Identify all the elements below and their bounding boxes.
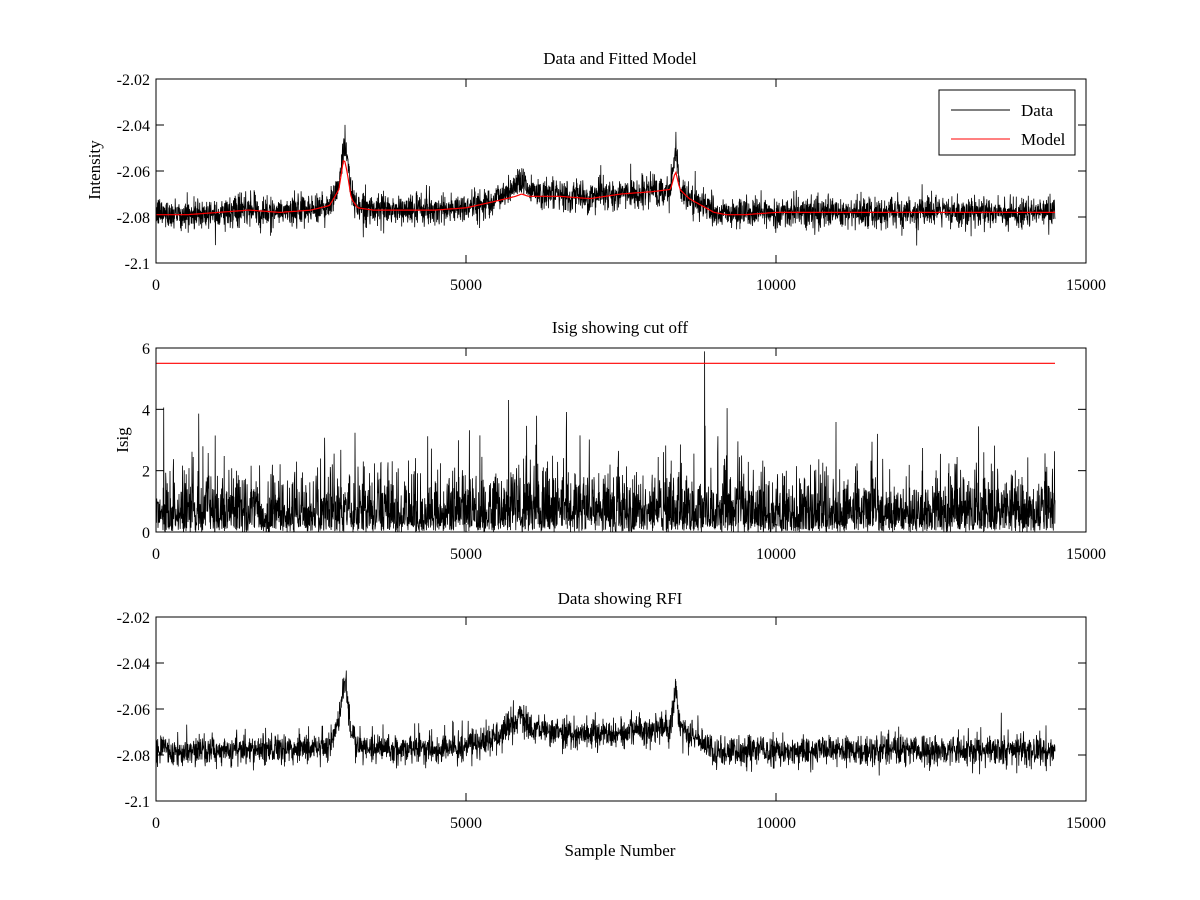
series-line-0 xyxy=(156,124,1056,246)
x-tick-label: 5000 xyxy=(450,546,482,563)
x-tick-label: 15000 xyxy=(1066,815,1106,832)
x-axis-label: Sample Number xyxy=(565,841,676,860)
y-tick-label: -2.02 xyxy=(117,72,150,89)
x-tick-label: 5000 xyxy=(450,815,482,832)
y-tick-label: -2.04 xyxy=(117,118,150,135)
series-group xyxy=(156,670,1056,776)
series-line-0 xyxy=(156,670,1056,776)
plot-area: 0 5000 10000 15000 -2.1 -2.08 -2.06 -2.04 -2.02 xyxy=(117,72,1106,294)
legend-entry-data: Data xyxy=(1021,101,1054,120)
series-group xyxy=(156,351,1056,532)
y-tick-label: 6 xyxy=(142,341,150,358)
axes-box xyxy=(155,347,1087,533)
x-tick-label: 0 xyxy=(152,546,160,563)
y-tick-label: 2 xyxy=(142,464,150,481)
x-tick-label: 0 xyxy=(152,277,160,294)
plot-area: 0 5000 10000 15000 0 2 4 6 xyxy=(142,341,1106,563)
x-tick-label: 10000 xyxy=(756,277,796,294)
legend-entry-model: Model xyxy=(1021,130,1066,149)
y-tick-label: -2.06 xyxy=(117,164,150,181)
panel-title: Data showing RFI xyxy=(558,589,683,608)
y-axis-label: Isig xyxy=(113,427,132,453)
panel-isig-showing-cut-off: Isig showing cut off Isig 0 5000 10000 1500… xyxy=(113,318,1106,563)
x-tick-label: 5000 xyxy=(450,277,482,294)
panel-title: Data and Fitted Model xyxy=(543,49,697,68)
plot-area: 0 5000 10000 15000 -2.1 -2.08 -2.06 -2.04 -2.02 xyxy=(117,610,1106,832)
x-tick-label: 10000 xyxy=(756,546,796,563)
y-tick-label: -2.02 xyxy=(117,610,150,627)
x-tick-label: 15000 xyxy=(1066,277,1106,294)
x-tick-label: 10000 xyxy=(756,815,796,832)
y-tick-label: -2.06 xyxy=(117,702,150,719)
y-tick-label: 4 xyxy=(142,402,150,419)
x-tick-label: 15000 xyxy=(1066,546,1106,563)
series-line-1 xyxy=(156,160,1055,216)
y-tick-label: -2.08 xyxy=(117,210,150,227)
y-axis-label: Intensity xyxy=(85,140,104,200)
y-tick-label: -2.08 xyxy=(117,748,150,765)
y-tick-label: -2.1 xyxy=(125,256,150,273)
panel-title: Isig showing cut off xyxy=(552,318,688,337)
y-tick-label: -2.04 xyxy=(117,656,150,673)
series-group xyxy=(156,124,1056,246)
y-tick-label: 0 xyxy=(142,525,150,542)
legend-box xyxy=(938,89,1076,156)
panel-data-and-fitted-model: Data and Fitted Model Intensity 0 5000 100… xyxy=(85,49,1106,294)
series-line-0 xyxy=(156,351,1056,532)
panel-data-showing-rfi: Data showing RFI Sample Number 0 5000 1000… xyxy=(117,589,1106,860)
y-tick-label: -2.1 xyxy=(125,794,150,811)
legend: Data Model xyxy=(938,89,1076,156)
x-tick-label: 0 xyxy=(152,815,160,832)
